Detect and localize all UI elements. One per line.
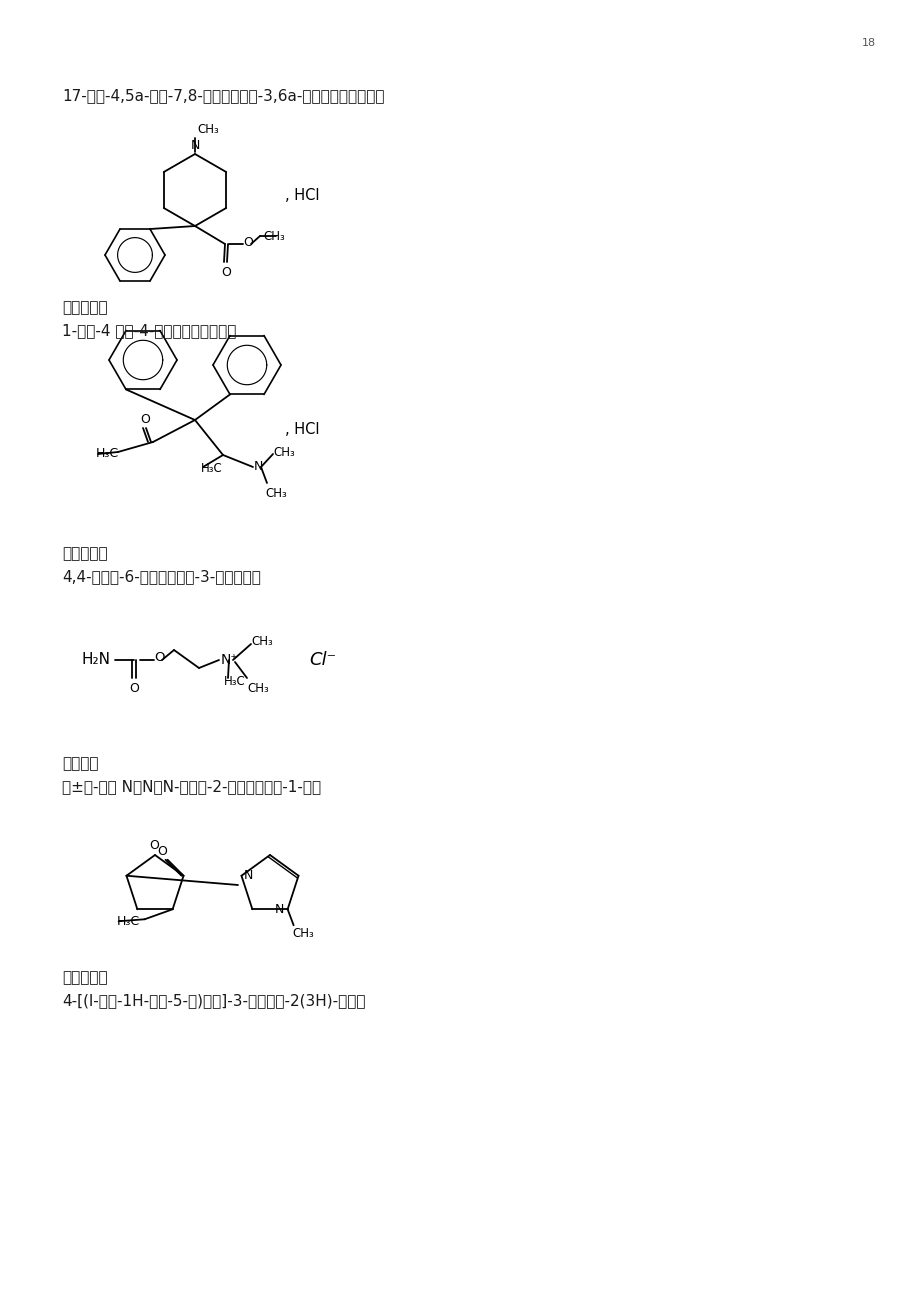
- Text: CH₃: CH₃: [265, 487, 287, 500]
- Text: CH₃: CH₃: [246, 682, 268, 695]
- Text: CH₃: CH₃: [197, 122, 219, 135]
- Text: 1-甲基-4 苯基-4-哌啶甲酸乙酯盐酸盐: 1-甲基-4 苯基-4-哌啶甲酸乙酯盐酸盐: [62, 323, 236, 339]
- Text: H₃C: H₃C: [117, 915, 140, 928]
- Text: CH₃: CH₃: [292, 927, 314, 940]
- Text: 氯贝胆碱: 氯贝胆碱: [62, 756, 98, 771]
- Text: O: O: [221, 266, 231, 279]
- Text: N: N: [190, 139, 199, 152]
- Text: H₃C: H₃C: [200, 462, 222, 475]
- Text: 毛果芸香碱: 毛果芸香碱: [62, 970, 108, 986]
- Text: （±）-氯化 N，N，N-三甲基-2-氨基甲酸氧基-1-丙铵: （±）-氯化 N，N，N-三甲基-2-氨基甲酸氧基-1-丙铵: [62, 779, 321, 794]
- Text: , HCl: , HCl: [285, 187, 319, 203]
- Text: N⁺: N⁺: [221, 654, 238, 667]
- Text: H₃C: H₃C: [96, 448, 119, 461]
- Text: 4,4-二苯基-6-（二甲氨基）-3-庚酮盐酸盐: 4,4-二苯基-6-（二甲氨基）-3-庚酮盐酸盐: [62, 569, 261, 585]
- Text: O: O: [153, 651, 165, 664]
- Text: 盐酸哌替啶: 盐酸哌替啶: [62, 299, 108, 315]
- Text: O: O: [157, 845, 167, 858]
- Text: Cl⁻: Cl⁻: [309, 651, 335, 669]
- Text: CH₃: CH₃: [273, 447, 294, 460]
- Text: CH₃: CH₃: [251, 635, 272, 648]
- Text: O: O: [129, 682, 139, 695]
- Text: H₃C: H₃C: [223, 676, 245, 689]
- Text: N: N: [244, 870, 253, 883]
- Text: 17-甲基-4,5a-环氧-7,8-二脱氢吗啡喃-3,6a-二醇盐酸盐三水合物: 17-甲基-4,5a-环氧-7,8-二脱氢吗啡喃-3,6a-二醇盐酸盐三水合物: [62, 89, 384, 103]
- Text: O: O: [140, 413, 150, 426]
- Text: O: O: [149, 838, 159, 852]
- Text: 盐酸美沙酮: 盐酸美沙酮: [62, 546, 108, 561]
- Text: 4-[(l-甲基-1H-咪唑-5-基)甲基]-3-乙基二氢-2(3H)-呋喃酮: 4-[(l-甲基-1H-咪唑-5-基)甲基]-3-乙基二氢-2(3H)-呋喃酮: [62, 993, 365, 1008]
- Text: 18: 18: [861, 38, 875, 48]
- Text: CH₃: CH₃: [263, 229, 285, 242]
- Text: , HCl: , HCl: [285, 423, 319, 437]
- Text: N: N: [274, 902, 283, 915]
- Text: N: N: [254, 461, 263, 474]
- Text: H₂N: H₂N: [82, 652, 111, 668]
- Text: O: O: [243, 236, 253, 249]
